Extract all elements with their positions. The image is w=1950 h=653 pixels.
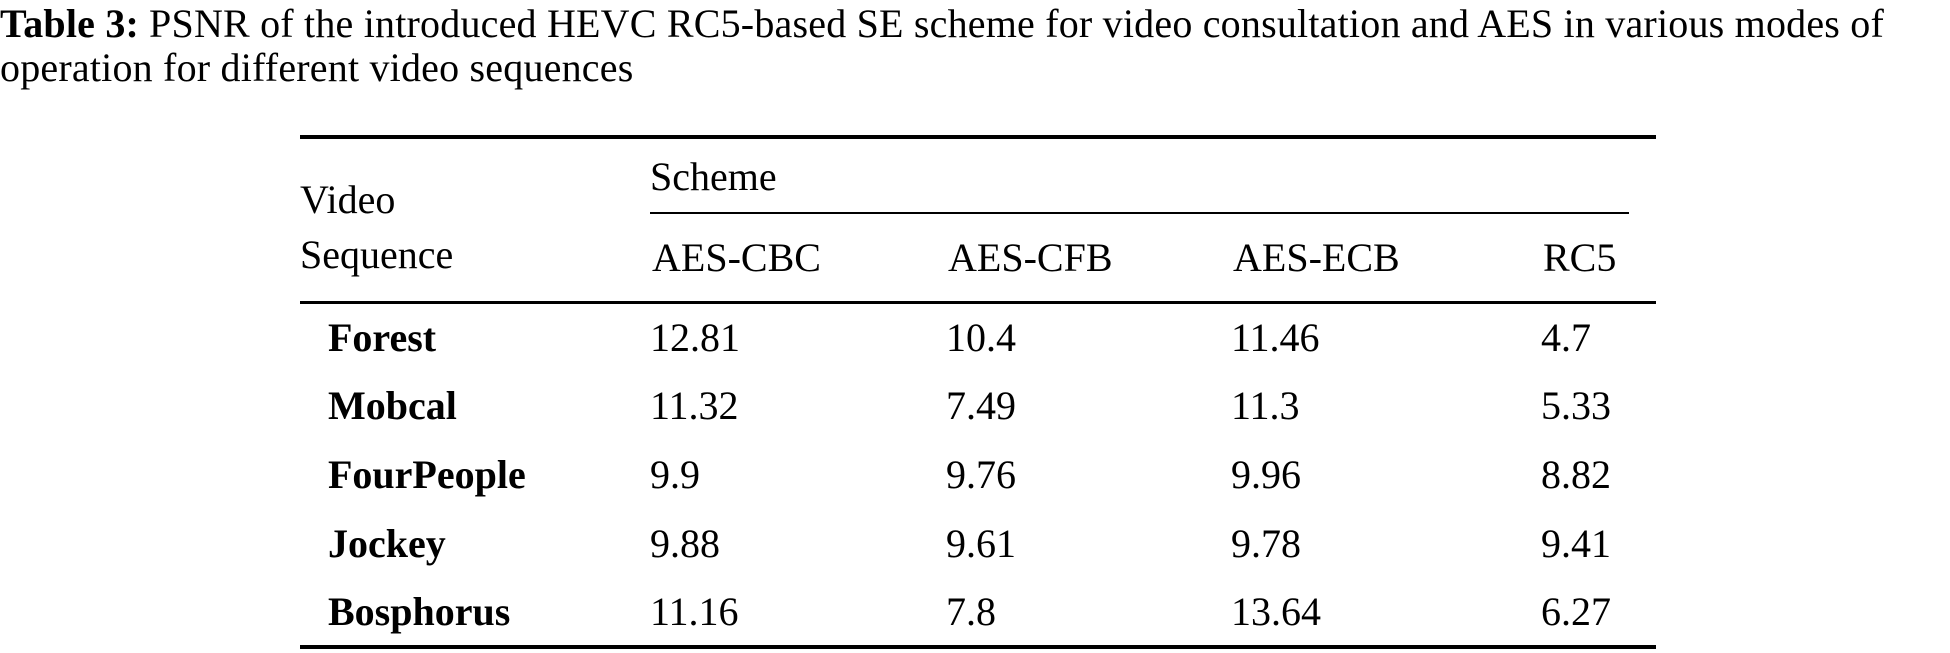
group-header-cell: Scheme: [650, 137, 1656, 214]
scheme-spanner-rule: [650, 212, 1629, 214]
table-cell: 5.33: [1541, 383, 1611, 428]
row-header-title-cell: Video Sequence: [300, 137, 650, 302]
group-header-label: Scheme: [650, 154, 777, 199]
table-cell: 10.4: [946, 300, 1231, 371]
header-row-columns: AES-CBC AES-CFB AES-ECB RC5: [300, 214, 1656, 302]
table-row-forest: Forest 12.81 10.4 11.46 4.7: [300, 300, 1656, 371]
column-header-aes-cbc: AES-CBC: [652, 234, 821, 280]
table-cell: 13.64: [1231, 578, 1541, 649]
header-row-group: Video Sequence Scheme: [300, 137, 1656, 277]
table-cell: 9.78: [1231, 521, 1301, 566]
table-cell: 9.41: [1541, 521, 1611, 566]
caption-label: Table 3:: [0, 1, 140, 46]
table-cell: 11.32: [650, 383, 739, 428]
table-container: Video Sequence Scheme AES-CBC AES-CFB AE…: [300, 135, 1656, 649]
row-label: FourPeople: [328, 452, 526, 497]
table-cell: 9.9: [650, 452, 700, 497]
column-header-rc5: RC5: [1543, 234, 1617, 280]
table-cell: 7.8: [946, 578, 1231, 649]
psnr-table: Video Sequence Scheme AES-CBC AES-CFB AE…: [300, 135, 1656, 649]
table-cell: 11.46: [1231, 300, 1541, 371]
table-cell: 6.27: [1541, 578, 1656, 649]
row-label: Forest: [300, 300, 650, 371]
table-cell: 9.76: [946, 452, 1016, 497]
table-cell: 11.3: [1231, 383, 1300, 428]
column-header-aes-cfb: AES-CFB: [948, 234, 1113, 280]
row-label: Bosphorus: [300, 578, 650, 649]
table-row-fourpeople: FourPeople 9.9 9.76 9.96 8.82: [300, 440, 1656, 509]
table-row-jockey: Jockey 9.88 9.61 9.78 9.41: [300, 509, 1656, 578]
table-cell: 9.61: [946, 521, 1016, 566]
row-label: Mobcal: [328, 383, 457, 428]
table-cell: 7.49: [946, 383, 1016, 428]
table-cell: 4.7: [1541, 300, 1656, 371]
table-row-mobcal: Mobcal 11.32 7.49 11.3 5.33: [300, 371, 1656, 440]
column-header-aes-ecb: AES-ECB: [1233, 234, 1400, 280]
table-cell: 12.81: [650, 300, 946, 371]
table-cell: 11.16: [650, 578, 946, 649]
table-cell: 8.82: [1541, 452, 1611, 497]
table-row-bosphorus: Bosphorus 11.16 7.8 13.64 6.27: [300, 578, 1656, 649]
table-cell: 9.88: [650, 521, 720, 566]
table-cell: 9.96: [1231, 452, 1301, 497]
table-caption: Table 3: PSNR of the introduced HEVC RC5-…: [0, 2, 1948, 90]
row-label: Jockey: [328, 521, 446, 566]
caption-text: PSNR of the introduced HEVC RC5-based SE…: [0, 1, 1884, 90]
row-header-title: Video Sequence: [300, 176, 454, 277]
